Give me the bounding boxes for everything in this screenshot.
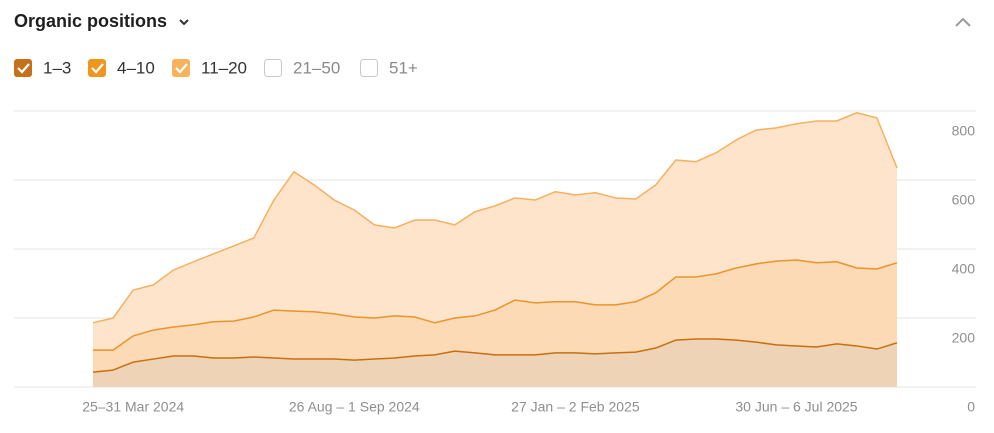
x-tick-label: 25–31 Mar 2024 [82,399,184,415]
x-tick-label: 30 Jun – 6 Jul 2025 [735,399,857,415]
y-tick-label: 0 [967,399,975,415]
legend-item[interactable]: 1–3 [14,58,71,77]
collapse-icon[interactable] [955,17,971,27]
area [93,260,897,373]
line [93,259,898,351]
legend-label: 21–50 [293,58,340,77]
legend-checkbox [264,59,282,77]
legend-checkbox [360,59,378,77]
check-mark [17,63,30,74]
x-tick-label: 26 Aug – 1 Sep 2024 [289,399,420,415]
chart-title: Organic positions [14,11,167,31]
y-tick-label: 800 [952,123,976,139]
check-mark [91,63,104,74]
legend-item[interactable]: 4–10 [88,58,155,77]
line [92,111,898,324]
legend-label: 11–20 [201,58,247,77]
line [92,338,898,373]
y-tick-label: 400 [952,261,976,277]
legend: 1–3 4–10 11–20 21–50 51+ [14,58,418,77]
check-mark [175,63,188,74]
legend-label: 51+ [389,58,418,77]
legend-checkbox [88,59,106,77]
legend-item[interactable]: 51+ [360,58,418,77]
y-tick-label: 200 [952,330,976,346]
plot [92,111,898,387]
title-dropdown-icon[interactable] [179,19,189,26]
x-tick-label: 27 Jan – 2 Feb 2025 [511,399,640,415]
legend-item[interactable]: 11–20 [172,58,247,77]
axis-labels: 0 200 400 600 800 25–31 Mar 2024 26 Aug – 1 Se… [82,123,975,415]
legend-checkbox [172,59,190,77]
legend-label: 4–10 [117,58,155,77]
y-tick-label: 600 [952,192,976,208]
legend-checkbox [14,59,32,77]
legend-label: 1–3 [43,58,71,77]
legend-item[interactable]: 21–50 [264,58,341,77]
area [93,339,897,387]
